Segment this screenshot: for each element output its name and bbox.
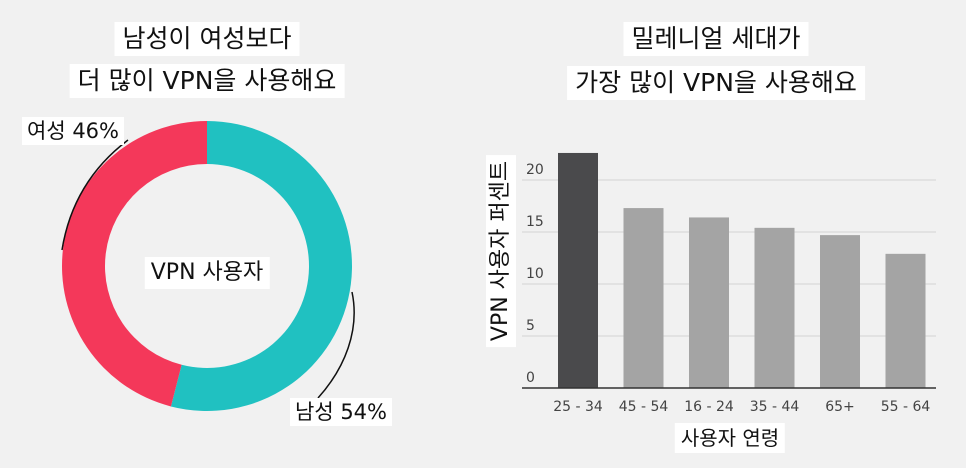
donut-title-line-2: 더 많이 VPN을 사용해요: [69, 64, 345, 98]
bar-title-line-2: 가장 많이 VPN을 사용해요: [567, 66, 865, 100]
y-tick-label: 5: [526, 318, 535, 334]
male-percent-label: 남성 54%: [290, 398, 392, 426]
y-tick-label: 10: [526, 266, 544, 282]
donut-title-line-1: 남성이 여성보다: [114, 22, 300, 56]
donut-slice-male: [170, 121, 353, 411]
gender-donut-panel: 남성이 여성보다 더 많이 VPN을 사용해요 VPN 사용자 여성 46% 남…: [0, 0, 470, 468]
donut-center-label: VPN 사용자: [144, 257, 270, 289]
bar-65plus: [820, 235, 860, 388]
x-tick-label: 45 - 54: [619, 399, 669, 415]
bar-title-line-1: 밀레니얼 세대가: [623, 22, 809, 56]
bar-x-axis-label: 사용자 연령: [674, 423, 786, 453]
donut-slice-female: [62, 120, 208, 407]
x-tick-label: 25 - 34: [553, 399, 603, 415]
y-tick-label: 0: [526, 370, 535, 386]
x-tick-label: 65+: [825, 399, 855, 415]
age-bar-panel: 밀레니얼 세대가 가장 많이 VPN을 사용해요 0 5 10 15 20 25 - 34…: [470, 0, 966, 468]
y-tick-label: 20: [526, 162, 544, 178]
x-tick-label: 16 - 24: [684, 399, 734, 415]
bar-35-44: [754, 227, 795, 388]
x-tick-label: 35 - 44: [750, 399, 800, 415]
bar-16-24: [689, 217, 729, 388]
bar-y-axis-label: VPN 사용자 퍼센트: [486, 154, 516, 348]
bar-55-64: [885, 253, 926, 388]
female-percent-label: 여성 46%: [22, 117, 124, 145]
y-tick-label: 15: [526, 214, 544, 230]
x-tick-label: 55 - 64: [881, 399, 931, 415]
bar-25-34: [558, 152, 598, 388]
bar-chart: 0 5 10 15 20 25 - 34 45 - 54 16 - 24 35 - 44 65+ 5…: [522, 152, 936, 415]
male-leader-line: [317, 291, 355, 399]
bar-45-54: [623, 208, 664, 388]
female-leader-line: [61, 139, 129, 251]
donut-chart: [61, 120, 355, 411]
